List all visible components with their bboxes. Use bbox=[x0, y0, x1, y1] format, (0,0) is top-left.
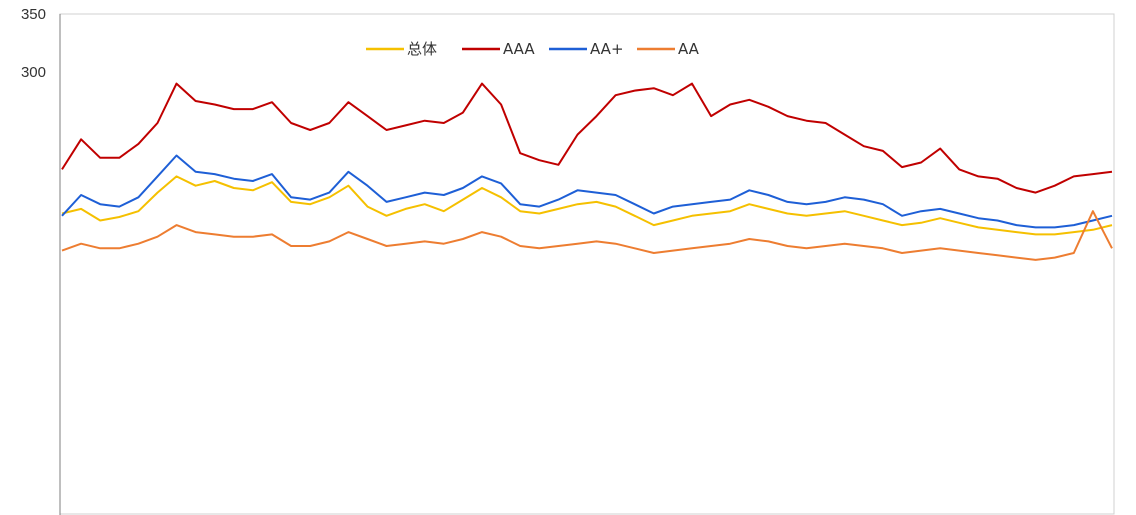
y-tick-label-350: 350 bbox=[21, 6, 46, 23]
y-axis-ticks: 300 350 bbox=[21, 6, 46, 81]
series-line-1 bbox=[61, 82, 1113, 194]
legend-label-2: AA+ bbox=[590, 40, 624, 58]
legend-label-3: AA bbox=[678, 40, 700, 58]
y-tick-label-300: 300 bbox=[21, 64, 46, 81]
series-line-0 bbox=[61, 175, 1113, 236]
legend-label-0: 总体 bbox=[407, 40, 437, 58]
plot-area bbox=[59, 13, 1115, 515]
legend-label-1: AAA bbox=[503, 40, 535, 58]
series-line-3 bbox=[61, 210, 1113, 261]
series-line-2 bbox=[61, 154, 1113, 229]
legend: 总体 AAA AA+ AA bbox=[366, 40, 700, 58]
series-layer bbox=[61, 82, 1113, 261]
